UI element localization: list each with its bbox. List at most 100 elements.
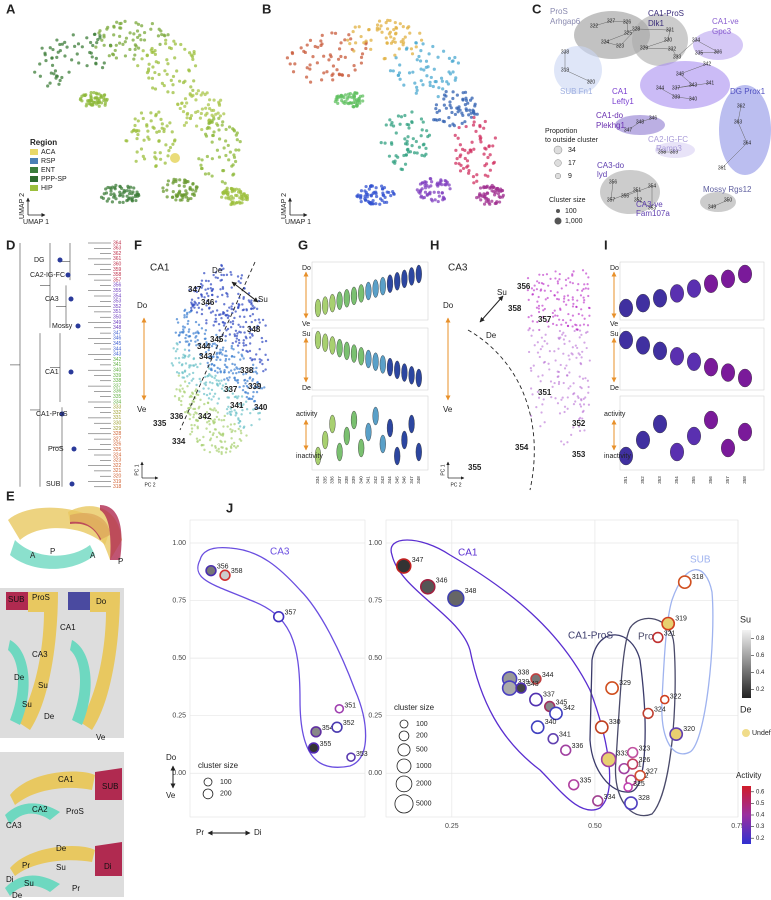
umap-dot <box>385 41 389 45</box>
x-tick-label: 353 <box>657 476 662 484</box>
cell-dot <box>248 336 252 339</box>
cell-dot <box>235 334 239 338</box>
violin <box>372 352 379 371</box>
umap-dot <box>229 186 233 191</box>
anatomy-label: SUB <box>8 595 24 604</box>
umap-dot <box>433 198 437 202</box>
umap-dot <box>488 153 492 157</box>
cell-dot <box>219 288 222 291</box>
umap-dot <box>80 45 84 49</box>
umap-dot <box>412 151 417 155</box>
cell-dot <box>221 446 224 449</box>
cell-dot <box>580 387 583 390</box>
cell-dot <box>560 440 563 443</box>
umap-dot <box>369 47 373 51</box>
umap-dot <box>220 180 224 184</box>
leaf-label: 336 <box>113 389 122 395</box>
umap-dot <box>149 27 153 31</box>
umap-dot <box>360 52 365 56</box>
umap-dot <box>457 105 461 109</box>
cluster-number: 332 <box>668 46 677 52</box>
cluster-label: CA2-IG-FC <box>648 135 688 144</box>
cell-dot <box>574 400 577 403</box>
cell-dot <box>554 359 557 362</box>
cell-dot <box>185 313 189 316</box>
cluster-number: 354 <box>648 183 657 189</box>
point-label: 319 <box>675 615 687 622</box>
cell-dot <box>240 413 243 416</box>
cell-dot <box>214 409 218 412</box>
cell-dot <box>571 346 574 349</box>
cell-dot <box>579 324 582 327</box>
cell-dot <box>187 328 191 331</box>
umap-dot <box>91 43 95 48</box>
cell-dot <box>231 341 234 345</box>
anatomy-label: ProS <box>32 593 50 602</box>
umap-dot <box>222 146 226 150</box>
umap-dot <box>343 38 347 42</box>
violin <box>336 442 343 462</box>
cell-dot <box>531 320 534 323</box>
umap-dot <box>199 163 203 167</box>
umap-dot <box>473 112 477 116</box>
cell-dot <box>226 425 229 428</box>
cell-dot <box>252 408 255 411</box>
umap-dot <box>128 47 132 52</box>
cell-dot <box>526 289 529 292</box>
umap-dot <box>369 183 373 188</box>
violin-panel <box>311 395 429 471</box>
axis-label: De <box>486 331 497 340</box>
cell-dot <box>211 310 215 313</box>
cell-dot <box>237 292 240 296</box>
cell-dot <box>551 322 555 326</box>
legend-size <box>394 794 414 814</box>
umap-dot <box>415 58 419 62</box>
umap-dot <box>436 190 441 195</box>
point-label: 329 <box>619 680 631 687</box>
cell-dot <box>248 349 252 353</box>
cluster-number: 351 <box>538 388 552 397</box>
umap-dot <box>104 99 108 103</box>
cell-dot <box>188 288 191 291</box>
umap-dot <box>389 35 393 39</box>
umap-dot <box>239 193 243 197</box>
umap-dot <box>127 196 131 201</box>
cell-dot <box>191 371 195 375</box>
umap-dot <box>364 46 368 51</box>
umap-dot <box>205 126 209 131</box>
cell-dot <box>582 403 586 406</box>
umap-dot <box>89 40 93 45</box>
cluster-number: 327 <box>607 18 616 24</box>
cell-dot <box>217 450 221 453</box>
umap-dot <box>437 194 441 198</box>
umap-dot <box>191 57 195 61</box>
umap-dot <box>388 69 393 73</box>
cluster-point <box>515 682 527 694</box>
umap-dot <box>166 62 170 66</box>
umap-dot <box>475 112 479 116</box>
umap-dot <box>95 96 99 100</box>
violin <box>687 426 702 446</box>
umap-dot <box>414 45 418 49</box>
umap-dot <box>212 130 216 134</box>
umap-dot <box>359 196 363 200</box>
cell-dot <box>582 287 585 291</box>
cell-dot <box>184 336 187 340</box>
cluster-number: 358 <box>508 304 522 313</box>
violin <box>314 298 322 318</box>
cell-dot <box>213 342 216 345</box>
umap-dot <box>383 141 387 145</box>
umap-dot <box>153 52 157 56</box>
umap-dot <box>118 185 122 189</box>
umap-dot <box>86 99 90 103</box>
umap-dot <box>73 44 77 48</box>
umap-dot <box>189 53 193 57</box>
umap-dot <box>150 76 155 81</box>
point-label: 335 <box>580 778 592 785</box>
cluster-number: 338 <box>561 49 570 55</box>
umap-dot <box>89 51 93 55</box>
axis-label: UMAP 2 <box>281 193 288 219</box>
leaf-label: 363 <box>113 246 122 252</box>
umap-dot <box>406 150 411 154</box>
cell-dot <box>236 396 239 400</box>
